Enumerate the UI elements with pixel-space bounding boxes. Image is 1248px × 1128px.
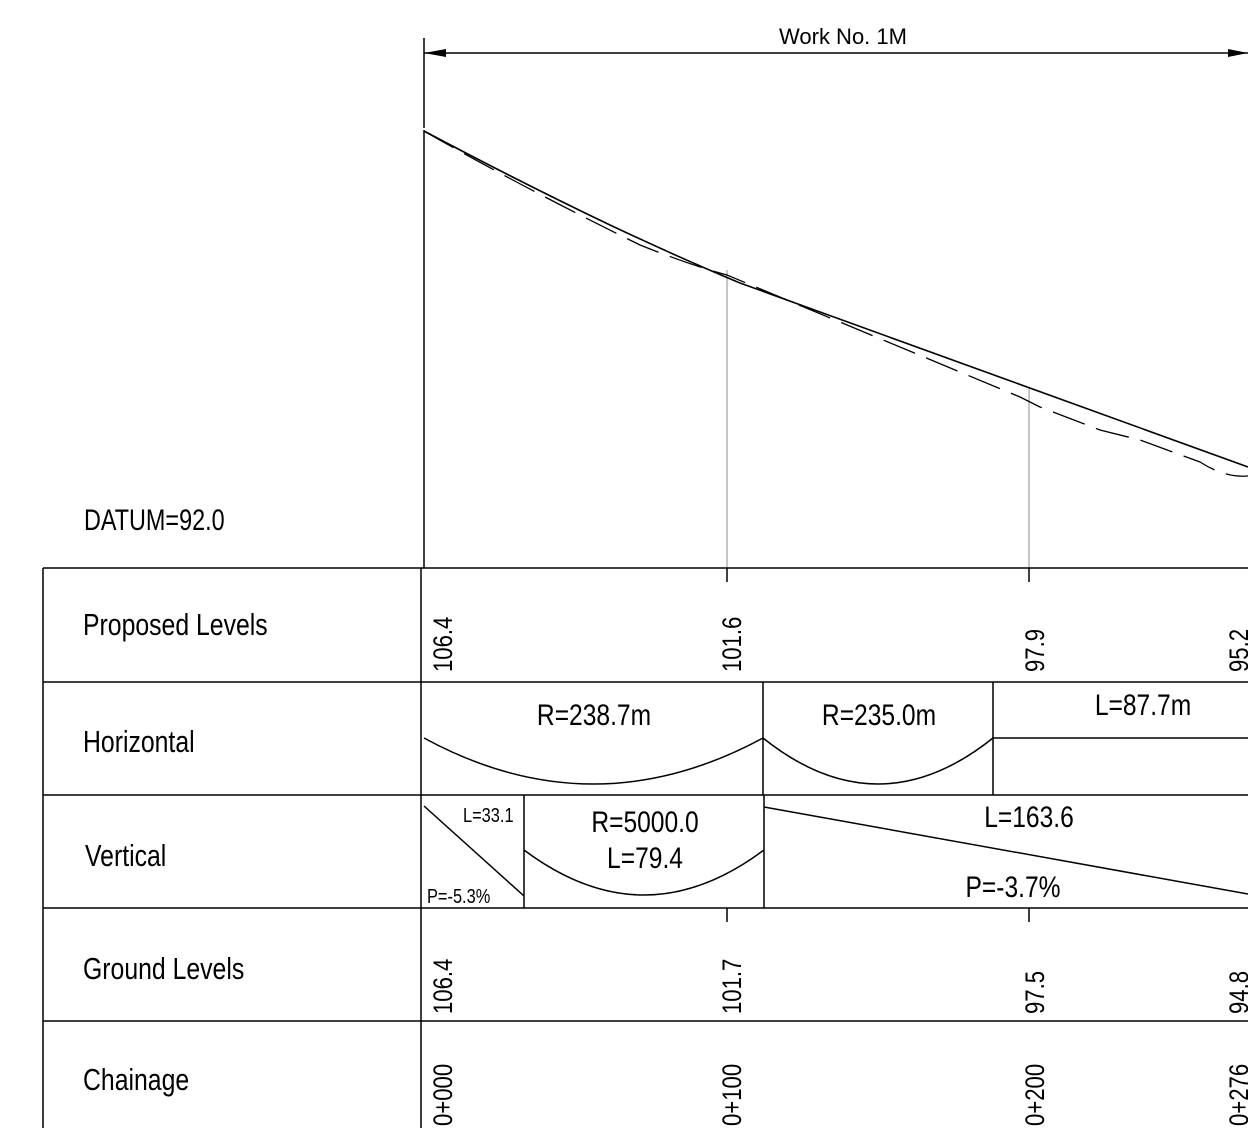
vertical-curve-length: L=79.4 — [607, 841, 683, 875]
row-label-proposed-levels: Proposed Levels — [83, 607, 268, 641]
vertical-curve — [523, 849, 765, 896]
dimension-arrow-right-icon — [1228, 49, 1248, 57]
vertical-grade2-length: L=163.6 — [984, 800, 1074, 834]
ground-level-2: 97.5 — [1021, 971, 1051, 1014]
work-label: Work No. 1M — [779, 24, 907, 49]
vertical-curve-radius: R=5000.0 — [591, 805, 698, 839]
chainage-1: 0+100 — [718, 1064, 748, 1126]
row-label-horizontal: Horizontal — [83, 724, 195, 758]
vertical-grade-1 — [423, 805, 525, 897]
ground-level-1: 101.7 — [718, 959, 748, 1014]
vertical-grade1-length: L=33.1 — [463, 803, 514, 826]
ground-level-0: 106.4 — [429, 959, 459, 1014]
vertical-grade-2 — [763, 806, 1248, 895]
vertical-grade2-slope: P=-3.7% — [965, 870, 1060, 904]
chainage-3: 0+276 — [1225, 1064, 1248, 1126]
proposed-level-3: 95.2 — [1225, 629, 1248, 672]
dimension-arrow-left-icon — [424, 49, 446, 57]
datum-label: DATUM=92.0 — [84, 503, 225, 536]
work-dimension: Work No. 1M — [423, 24, 1248, 128]
ground-level-line — [423, 130, 1248, 477]
horizontal-label-1: R=238.7m — [537, 698, 651, 732]
horizontal-label-2: R=235.0m — [822, 698, 936, 732]
proposed-level-2: 97.9 — [1021, 629, 1051, 672]
horizontal-label-3: L=87.7m — [1095, 688, 1191, 722]
chainage-0: 0+000 — [429, 1064, 459, 1126]
proposed-level-0: 106.4 — [429, 617, 459, 672]
vertical-grade1-slope: P=-5.3% — [427, 884, 490, 907]
chainage-2: 0+200 — [1021, 1064, 1051, 1126]
horizontal-alignment: R=238.7m R=235.0m L=87.7m — [423, 682, 1248, 795]
station-ticks — [726, 568, 1030, 922]
horizontal-curve-2 — [762, 737, 994, 785]
ground-level-3: 94.8 — [1225, 971, 1248, 1014]
horizontal-curve-1 — [423, 737, 764, 785]
proposed-level-1: 101.6 — [718, 617, 748, 672]
vertical-alignment: L=33.1 P=-5.3% R=5000.0 L=79.4 L=163.6 P… — [423, 795, 1248, 908]
band-table — [42, 567, 1248, 1128]
row-label-chainage: Chainage — [83, 1062, 189, 1096]
row-label-vertical: Vertical — [85, 838, 166, 872]
proposed-level-line — [423, 130, 1248, 468]
row-label-ground-levels: Ground Levels — [83, 951, 244, 985]
